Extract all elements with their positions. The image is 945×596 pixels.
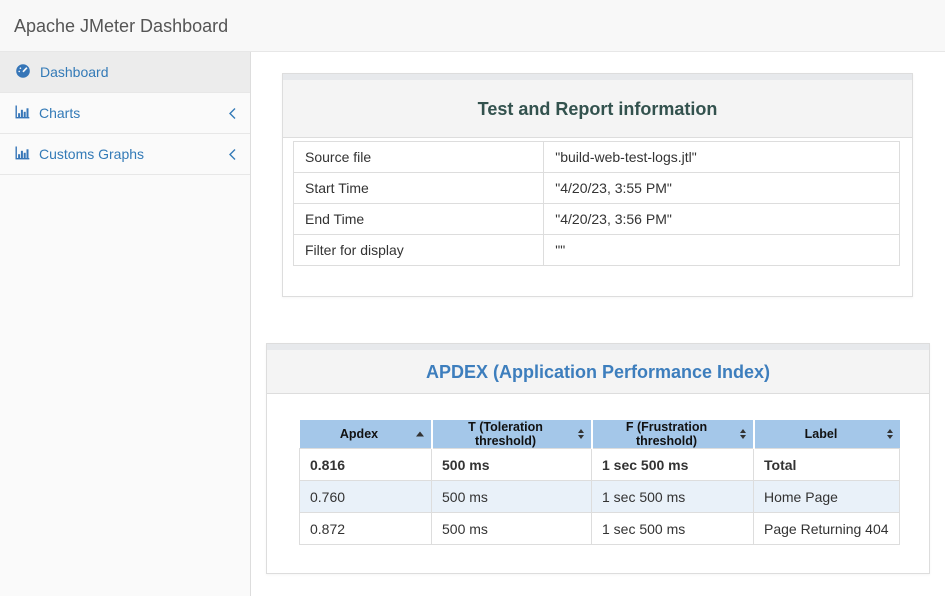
sidebar-item-charts[interactable]: Charts bbox=[0, 93, 250, 134]
test-report-info-title: Test and Report information bbox=[283, 80, 912, 138]
gauge-icon bbox=[15, 63, 31, 82]
sidebar-item-customs-graphs[interactable]: Customs Graphs bbox=[0, 134, 250, 175]
column-header-label: T (Toleration threshold) bbox=[468, 420, 543, 448]
top-navbar: Apache JMeter Dashboard bbox=[0, 0, 945, 52]
toleration-value: 500 ms bbox=[431, 480, 592, 513]
apdex-value: 0.760 bbox=[299, 480, 432, 513]
panel-top-strip bbox=[283, 74, 912, 80]
apdex-value: 0.816 bbox=[299, 448, 432, 481]
column-header-apdex[interactable]: Apdex bbox=[299, 420, 432, 449]
label-value: Page Returning 404 bbox=[753, 512, 900, 545]
sidebar-item-label: Customs Graphs bbox=[39, 146, 145, 162]
table-row: 0.872 500 ms 1 sec 500 ms Page Returning… bbox=[299, 512, 900, 545]
apdex-table: Apdex T (Toleration threshold) F (Frustr… bbox=[299, 420, 900, 545]
info-label: End Time bbox=[292, 203, 545, 235]
column-header-frustration[interactable]: F (Frustration threshold) bbox=[590, 420, 754, 449]
sidebar-item-label: Dashboard bbox=[40, 64, 109, 80]
apdex-table-header-row: Apdex T (Toleration threshold) F (Frustr… bbox=[299, 420, 900, 449]
bar-chart-icon bbox=[15, 145, 30, 163]
table-row: End Time "4/20/23, 3:56 PM" bbox=[292, 203, 900, 235]
column-header-label[interactable]: Label bbox=[752, 420, 900, 449]
sort-both-icon bbox=[886, 429, 893, 439]
test-report-info-table: Source file "build-web-test-logs.jtl" St… bbox=[292, 141, 900, 266]
table-row: Source file "build-web-test-logs.jtl" bbox=[292, 141, 900, 173]
table-row: 0.760 500 ms 1 sec 500 ms Home Page bbox=[299, 480, 900, 513]
column-header-label: Label bbox=[804, 427, 838, 441]
column-header-label: Apdex bbox=[339, 427, 379, 441]
panel-top-strip bbox=[267, 344, 929, 350]
sort-asc-icon bbox=[415, 431, 424, 437]
sidebar-item-label: Charts bbox=[39, 105, 81, 121]
table-row: Filter for display "" bbox=[292, 234, 900, 266]
apdex-panel: APDEX (Application Performance Index) Ap… bbox=[266, 343, 930, 574]
apdex-panel-title: APDEX (Application Performance Index) bbox=[267, 350, 929, 394]
sort-both-icon bbox=[739, 429, 746, 439]
column-header-label: F (Frustration threshold) bbox=[625, 420, 708, 448]
frustration-value: 1 sec 500 ms bbox=[591, 448, 754, 481]
info-label: Source file bbox=[292, 141, 545, 173]
sort-both-icon bbox=[577, 429, 584, 439]
table-row: Start Time "4/20/23, 3:55 PM" bbox=[292, 172, 900, 204]
frustration-value: 1 sec 500 ms bbox=[591, 480, 754, 513]
info-label: Start Time bbox=[292, 172, 545, 204]
test-report-info-panel: Test and Report information Source file … bbox=[282, 73, 913, 297]
label-value: Total bbox=[753, 448, 900, 481]
toleration-value: 500 ms bbox=[431, 448, 592, 481]
info-value: "build-web-test-logs.jtl" bbox=[543, 141, 900, 173]
info-value: "4/20/23, 3:55 PM" bbox=[543, 172, 900, 204]
chevron-left-icon[interactable] bbox=[228, 148, 237, 161]
chevron-left-icon[interactable] bbox=[228, 107, 237, 120]
label-value: Home Page bbox=[753, 480, 900, 513]
apdex-value: 0.872 bbox=[299, 512, 432, 545]
sidebar: Dashboard Charts bbox=[0, 52, 251, 596]
frustration-value: 1 sec 500 ms bbox=[591, 512, 754, 545]
sidebar-item-dashboard[interactable]: Dashboard bbox=[0, 52, 250, 93]
info-label: Filter for display bbox=[292, 234, 545, 266]
table-row-total: 0.816 500 ms 1 sec 500 ms Total bbox=[299, 448, 900, 481]
main-content: Test and Report information Source file … bbox=[251, 52, 945, 596]
info-value: "4/20/23, 3:56 PM" bbox=[543, 203, 900, 235]
column-header-toleration[interactable]: T (Toleration threshold) bbox=[430, 420, 592, 449]
info-value: "" bbox=[543, 234, 900, 266]
app-title: Apache JMeter Dashboard bbox=[14, 16, 229, 36]
toleration-value: 500 ms bbox=[431, 512, 592, 545]
bar-chart-icon bbox=[15, 104, 30, 122]
